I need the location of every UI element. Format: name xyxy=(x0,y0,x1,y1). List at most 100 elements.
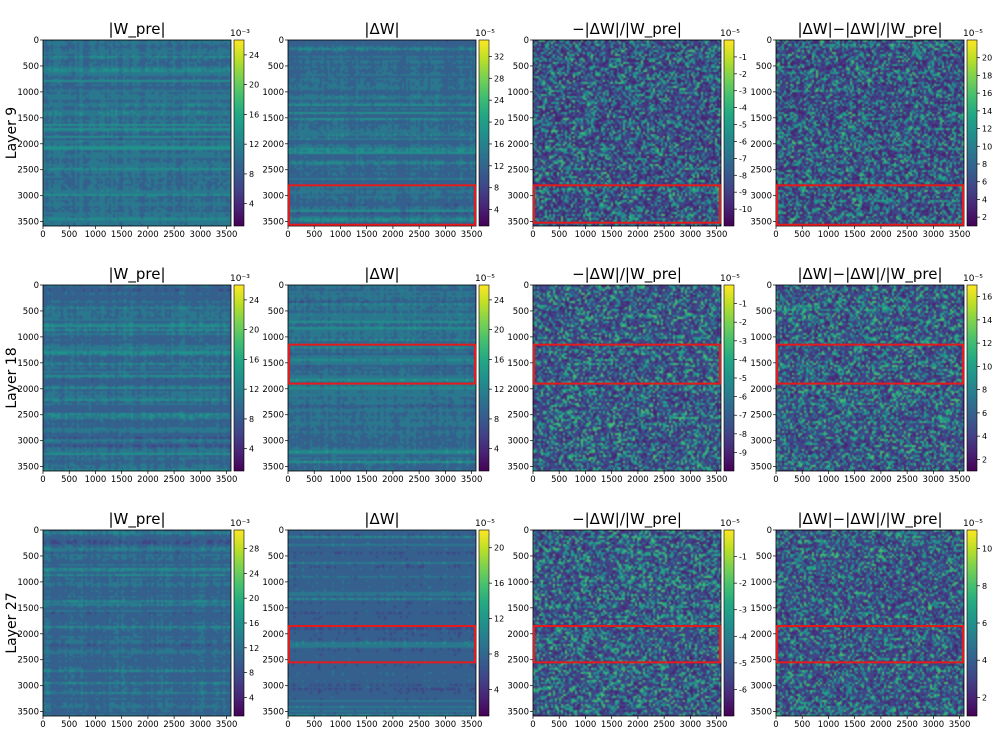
x-tick-label: 2500 xyxy=(163,230,185,240)
colorbar-tick-label: 20 xyxy=(249,81,259,90)
y-tick-label: 3000 xyxy=(507,192,529,202)
layer-27-colorbar xyxy=(966,529,978,717)
x-tick-label: 2000 xyxy=(137,720,159,730)
x-tick-label: 2500 xyxy=(653,720,675,730)
layer-18-axes-frame xyxy=(42,284,232,472)
layer-27-colorbar xyxy=(723,529,735,717)
y-tick-label: 3500 xyxy=(507,708,529,718)
x-tick-label: 3000 xyxy=(923,475,945,485)
layer-18-panel-title: |ΔW|−|ΔW|/|W_pre| xyxy=(797,265,942,284)
y-tick-label: 2000 xyxy=(262,630,284,640)
y-tick-label: 2000 xyxy=(507,140,529,150)
y-tick-label: 3000 xyxy=(262,682,284,692)
colorbar-tick-label: -4 xyxy=(739,104,747,113)
colorbar-tick-label: -2 xyxy=(739,579,747,588)
colorbar-tick-label: 16 xyxy=(494,140,504,149)
y-tick-label: 1500 xyxy=(750,114,772,124)
colorbar-tick-label: 10 xyxy=(982,142,992,151)
layer-18-colorbar-exponent: 10⁻⁵ xyxy=(475,274,495,284)
colorbar-tick-label: 2 xyxy=(982,455,987,464)
colorbar-tick-label: 8 xyxy=(249,415,254,424)
colorbar-tick-label: 6 xyxy=(982,178,987,187)
colorbar-tick-label: 14 xyxy=(982,316,992,325)
layer-27-axes-frame xyxy=(775,529,965,717)
colorbar-tick-label: 12 xyxy=(249,644,259,653)
colorbar-tick-label: 20 xyxy=(494,118,504,127)
x-tick-label: 2000 xyxy=(382,230,404,240)
layer-18-panel-title: −|ΔW|/|W_pre| xyxy=(572,265,682,284)
x-tick-label: 3000 xyxy=(190,475,212,485)
y-tick-label: 1000 xyxy=(750,88,772,98)
x-tick-label: 500 xyxy=(794,720,810,730)
y-tick-label: 2500 xyxy=(262,656,284,666)
layer-27-axes-frame xyxy=(42,529,232,717)
layer-18-heatmap-image xyxy=(533,285,721,471)
y-tick-label: 3000 xyxy=(17,682,39,692)
colorbar-tick-label: 24 xyxy=(249,51,259,60)
colorbar-tick-label: 20 xyxy=(494,326,504,335)
x-tick-label: 500 xyxy=(794,230,810,240)
layer-9-heatmap-image xyxy=(533,40,721,226)
y-tick-label: 500 xyxy=(513,552,529,562)
layer-18-colorbar xyxy=(723,284,735,472)
x-tick-label: 1500 xyxy=(356,720,378,730)
colorbar-tick-label: -9 xyxy=(739,448,747,457)
layer-27-panel-title: |W_pre| xyxy=(108,510,165,529)
colorbar-tick-label: 24 xyxy=(494,296,504,305)
x-tick-label: 2500 xyxy=(163,720,185,730)
layer-9-heatmap-image xyxy=(288,40,476,226)
x-tick-label: 500 xyxy=(551,230,567,240)
colorbar-tick-label: 8 xyxy=(982,386,987,395)
y-tick-label: 500 xyxy=(268,62,284,72)
x-tick-label: 2000 xyxy=(382,720,404,730)
colorbar-tick-label: 14 xyxy=(982,107,992,116)
layer-27-axes-frame xyxy=(287,529,477,717)
y-tick-label: 3500 xyxy=(17,708,39,718)
colorbar-tick-label: -3 xyxy=(739,87,747,96)
colorbar-tick-label: 2 xyxy=(982,213,987,222)
y-tick-label: 3500 xyxy=(750,708,772,718)
x-tick-label: 500 xyxy=(306,475,322,485)
x-tick-label: 2000 xyxy=(627,475,649,485)
y-tick-label: 3500 xyxy=(507,463,529,473)
y-tick-label: 1000 xyxy=(507,578,529,588)
layer-9-heatmap-image xyxy=(43,40,231,226)
layer-9-axes-frame xyxy=(287,39,477,227)
x-tick-label: 2500 xyxy=(896,475,918,485)
x-tick-label: 0 xyxy=(40,720,45,730)
layer-27-colorbar-exponent: 10⁻⁵ xyxy=(475,519,495,529)
layer-9-colorbar xyxy=(233,39,245,227)
y-tick-label: 2000 xyxy=(262,385,284,395)
x-tick-label: 1500 xyxy=(111,720,133,730)
colorbar-tick-label: -4 xyxy=(739,355,747,364)
layer-27-row-label: Layer 27 xyxy=(4,592,20,653)
x-tick-label: 3500 xyxy=(706,720,728,730)
layer-18-heatmap-image xyxy=(776,285,964,471)
layer-27-colorbar-exponent: 10⁻³ xyxy=(230,519,250,529)
layer-18-colorbar-exponent: 10⁻³ xyxy=(230,274,250,284)
colorbar-tick-label: -7 xyxy=(739,154,747,163)
x-tick-label: 1500 xyxy=(601,720,623,730)
x-tick-label: 0 xyxy=(530,720,535,730)
colorbar-tick-label: -8 xyxy=(739,171,747,180)
colorbar-tick-label: -1 xyxy=(739,300,747,309)
x-tick-label: 500 xyxy=(306,720,322,730)
y-tick-label: 3500 xyxy=(17,463,39,473)
x-tick-label: 3000 xyxy=(435,230,457,240)
x-tick-label: 3000 xyxy=(923,230,945,240)
y-tick-label: 500 xyxy=(756,307,772,317)
colorbar-tick-label: -2 xyxy=(739,318,747,327)
y-tick-label: 500 xyxy=(23,307,39,317)
layer-27-panel-title: −|ΔW|/|W_pre| xyxy=(572,510,682,529)
colorbar-tick-label: 8 xyxy=(494,415,499,424)
layer-9-axes-frame xyxy=(42,39,232,227)
y-tick-label: 1500 xyxy=(507,114,529,124)
y-tick-label: 1500 xyxy=(507,359,529,369)
x-tick-label: 2500 xyxy=(653,475,675,485)
x-tick-label: 2500 xyxy=(408,230,430,240)
colorbar-tick-label: 4 xyxy=(249,445,254,454)
layer-27-panel-title: |ΔW| xyxy=(364,510,399,528)
x-tick-label: 3500 xyxy=(216,475,238,485)
x-tick-label: 3500 xyxy=(706,230,728,240)
